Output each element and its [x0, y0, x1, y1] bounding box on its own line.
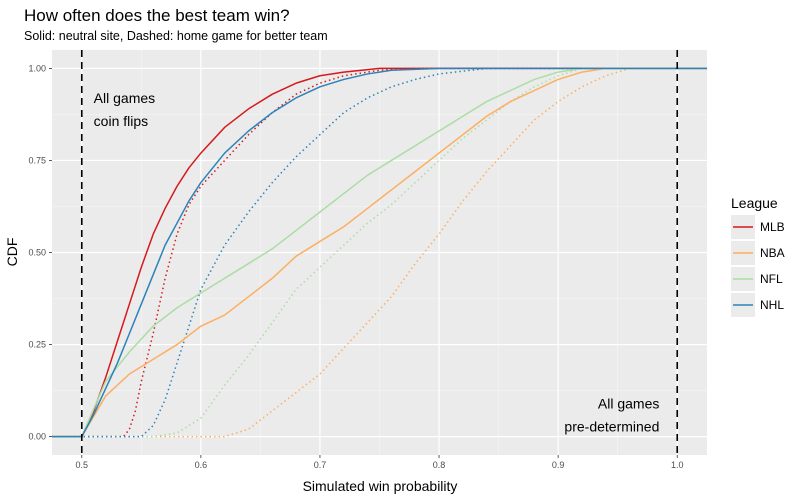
- legend-label-nba: NBA: [760, 246, 785, 260]
- x-tick-label: 0.7: [314, 460, 327, 470]
- y-tick-label: 0.00: [28, 432, 46, 442]
- y-tick-label: 0.75: [28, 155, 46, 165]
- series-layer: [52, 67, 707, 438]
- annotations: All games coin flips All games pre-determin…: [94, 90, 660, 435]
- x-tick-label: 1.0: [671, 460, 684, 470]
- legend-label-mlb: MLB: [760, 220, 785, 234]
- annotation-text: coin flips: [94, 113, 148, 129]
- legend-label-nfl: NFL: [760, 272, 783, 286]
- y-tick-label: 0.25: [28, 340, 46, 350]
- annotation-text: pre-determined: [564, 419, 659, 435]
- x-axis-title: Simulated win probability: [303, 478, 458, 494]
- series-line-mlb-dotted: [52, 67, 707, 438]
- y-tick-label: 1.00: [28, 63, 46, 73]
- series-line-nfl-dotted: [52, 67, 707, 438]
- chart-subtitle: Solid: neutral site, Dashed: home game f…: [24, 29, 328, 43]
- series-line-nhl-solid: [52, 67, 707, 438]
- x-tick-label: 0.9: [552, 460, 565, 470]
- axis-ticks: 0.5 0.6 0.7 0.8 0.9 1.0 0.00 0.25 0.50 0.75 1.00: [28, 63, 683, 470]
- series-line-mlb-solid: [52, 67, 707, 438]
- series-line-nhl-dotted: [52, 67, 707, 438]
- y-tick-label: 0.50: [28, 248, 46, 258]
- x-tick-label: 0.5: [76, 460, 89, 470]
- legend-label-nhl: NHL: [760, 298, 784, 312]
- series-line-nba-dotted: [52, 67, 707, 438]
- y-axis-title: CDF: [4, 238, 20, 267]
- series-line-nfl-solid: [52, 67, 707, 438]
- legend: League MLB NBA NFL NHL: [731, 195, 785, 317]
- reference-lines: [80, 50, 679, 455]
- x-tick-label: 0.6: [195, 460, 208, 470]
- series-line-nba-solid: [52, 67, 707, 438]
- legend-title: League: [731, 195, 778, 211]
- annotation-text: All games: [94, 90, 155, 106]
- chart-title: How often does the best team win?: [24, 6, 290, 25]
- x-tick-label: 0.8: [433, 460, 446, 470]
- annotation-text: All games: [598, 396, 659, 412]
